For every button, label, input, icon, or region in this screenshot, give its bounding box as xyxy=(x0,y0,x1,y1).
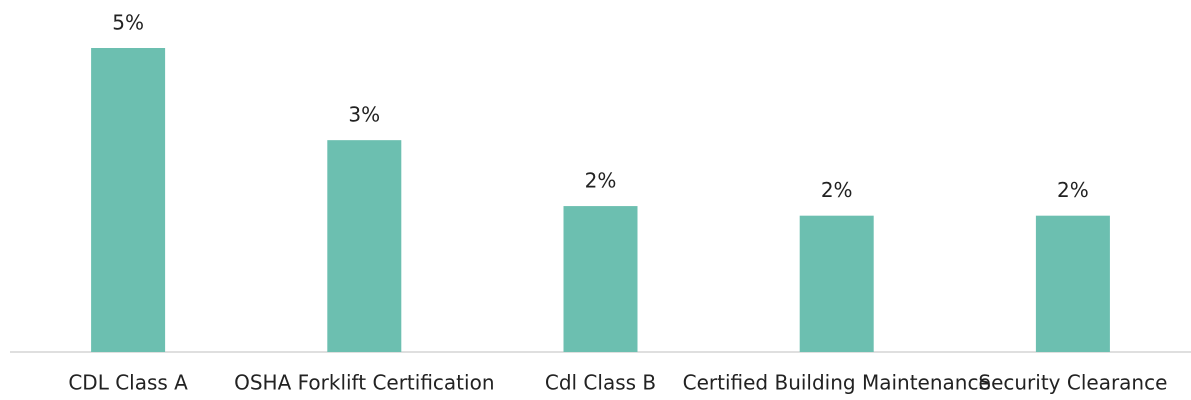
value-label: 5% xyxy=(112,11,144,35)
bar xyxy=(91,48,166,352)
value-label: 2% xyxy=(1057,178,1089,202)
x-tick-label: Security Clearance xyxy=(978,371,1167,395)
value-label: 2% xyxy=(821,178,853,202)
x-tick-label: OSHA Forklift Certification xyxy=(234,371,494,395)
bar xyxy=(799,215,874,352)
x-tick-label: Cdl Class B xyxy=(545,371,656,395)
bar xyxy=(327,140,402,352)
x-tick-label: CDL Class A xyxy=(68,371,188,395)
value-label: 3% xyxy=(348,103,380,127)
x-tick-label: Certified Building Maintenance xyxy=(683,371,991,395)
bar xyxy=(563,206,638,352)
bar xyxy=(1035,215,1110,352)
value-label: 2% xyxy=(585,169,617,193)
